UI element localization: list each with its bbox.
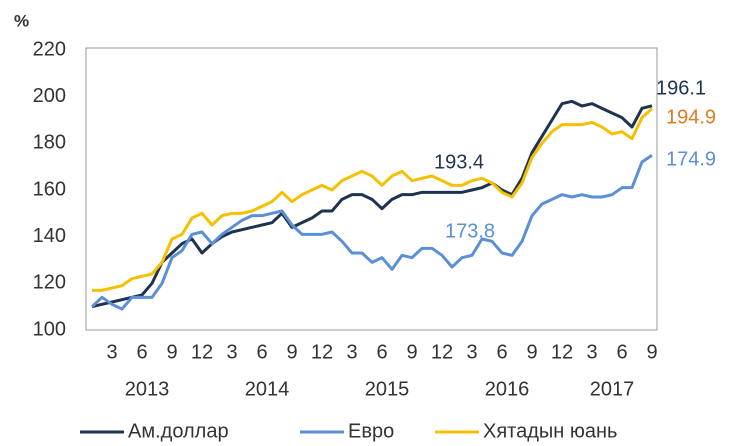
x-tick-label: 3 — [466, 341, 477, 363]
y-tick-label: 180 — [33, 132, 66, 154]
year-label: 2014 — [245, 378, 290, 400]
x-tick-label: 9 — [286, 341, 297, 363]
x-tick-label: 6 — [256, 341, 267, 363]
year-label: 2017 — [590, 378, 635, 400]
y-tick-label: 220 — [33, 38, 66, 60]
y-tick-label: 120 — [33, 272, 66, 294]
year-label: 2015 — [365, 378, 410, 400]
x-tick-label: 3 — [586, 341, 597, 363]
y-unit: % — [14, 11, 29, 30]
x-tick-label: 3 — [346, 341, 357, 363]
annotation: 194.9 — [666, 106, 716, 128]
x-tick-label: 9 — [646, 341, 657, 363]
x-tick-label: 9 — [406, 341, 417, 363]
year-label: 2016 — [485, 378, 530, 400]
y-tick-label: 200 — [33, 85, 66, 107]
legend-label: Ам.доллар — [128, 420, 229, 442]
x-tick-label: 12 — [311, 341, 333, 363]
legend-label: Евро — [348, 420, 394, 442]
x-tick-label: 6 — [136, 341, 147, 363]
x-tick-label: 12 — [551, 341, 573, 363]
year-label: 2013 — [125, 378, 170, 400]
x-tick-label: 9 — [526, 341, 537, 363]
series-line — [92, 107, 654, 292]
x-tick-label: 12 — [191, 341, 213, 363]
x-tick-label: 9 — [166, 341, 177, 363]
annotation: 173.8 — [445, 220, 495, 242]
x-tick-label: 3 — [226, 341, 237, 363]
plot-frame — [85, 47, 658, 331]
series-line — [90, 153, 653, 311]
legend-label: Хятадын юань — [483, 420, 617, 442]
annotation: 193.4 — [434, 151, 484, 173]
x-tick-label: 12 — [431, 341, 453, 363]
x-tick-label: 6 — [496, 341, 507, 363]
y-tick-label: 100 — [33, 318, 66, 340]
x-tick-label: 6 — [376, 341, 387, 363]
x-tick-label: 3 — [106, 341, 117, 363]
annotation: 196.1 — [656, 77, 706, 99]
y-tick-label: 140 — [33, 225, 66, 247]
y-tick-label: 160 — [33, 178, 66, 200]
x-tick-label: 6 — [616, 341, 627, 363]
series-line — [91, 99, 653, 309]
annotation: 174.9 — [666, 148, 716, 170]
